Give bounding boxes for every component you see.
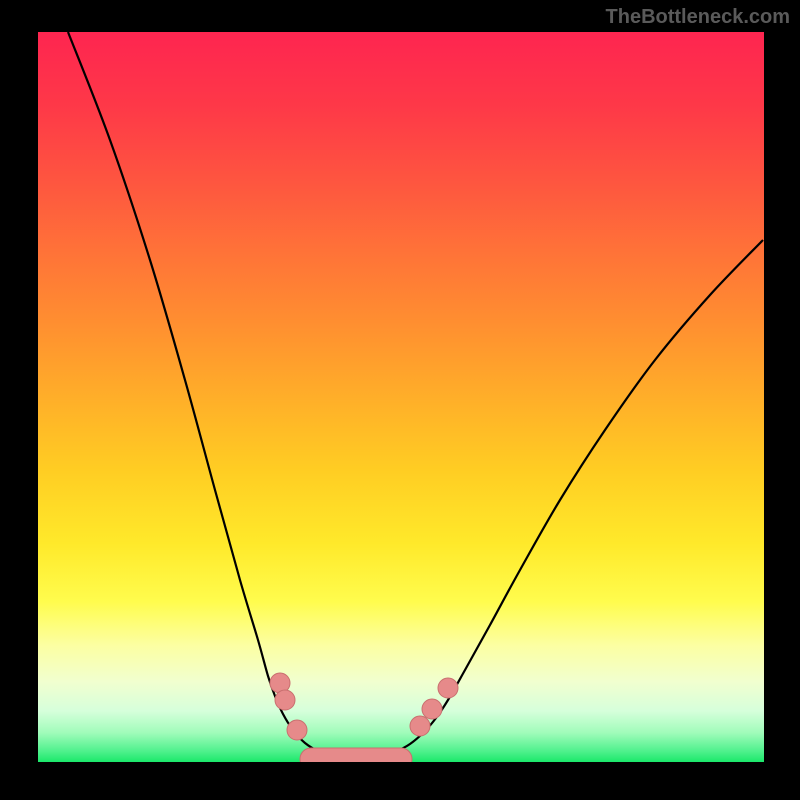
chart-svg bbox=[38, 32, 764, 762]
left-marker-1 bbox=[275, 690, 295, 710]
bottom-pill-marker bbox=[300, 748, 412, 762]
markers-group bbox=[270, 673, 458, 762]
left-marker-2 bbox=[287, 720, 307, 740]
plot-area bbox=[38, 32, 764, 762]
right-marker-1 bbox=[422, 699, 442, 719]
chart-container: TheBottleneck.com bbox=[0, 0, 800, 800]
right-marker-0 bbox=[410, 716, 430, 736]
right-marker-2 bbox=[438, 678, 458, 698]
watermark-text: TheBottleneck.com bbox=[606, 6, 790, 29]
right-curve bbox=[378, 240, 763, 758]
left-curve bbox=[68, 32, 338, 758]
